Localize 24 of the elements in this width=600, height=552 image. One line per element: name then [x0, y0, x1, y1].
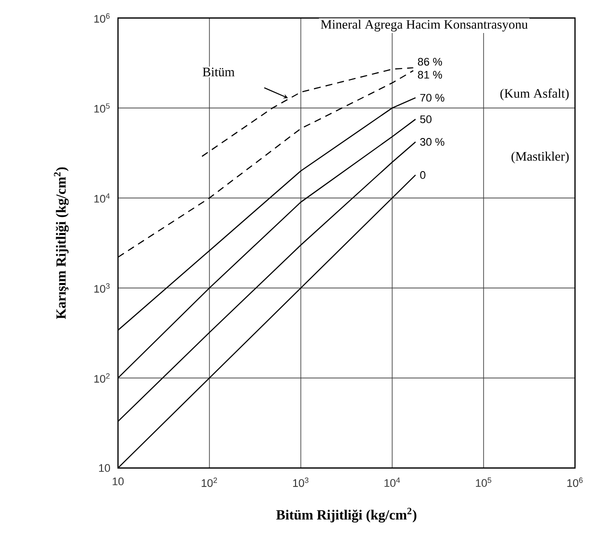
x-tick-label: 10$^{5}$ [476, 478, 492, 487]
series-label: 0 [420, 171, 426, 179]
y-tick-label: 10$^{6}$ [94, 13, 110, 23]
y-tick-label: 10 [99, 464, 110, 472]
legend-title: Mineral Agrega Hacim Konsantrasyonu [320, 20, 528, 32]
x-tick-label: 10 [112, 478, 124, 486]
x-tick-label: 10$^{3}$ [293, 478, 308, 487]
series-label: 50 [420, 115, 432, 124]
annotation: (Kum Asfalt) [500, 88, 569, 100]
x-tick-label: 10$^{2}$ [202, 478, 217, 487]
y-tick-label: 10$^{5}$ [94, 103, 110, 113]
series-label: 86 % [418, 58, 442, 66]
x-tick-label: 10$^{4}$ [384, 478, 400, 487]
x-tick-label: 10$^{6}$ [567, 478, 583, 487]
annotation: Bitüm [202, 68, 235, 76]
y-tick-label: 10$^{3}$ [94, 283, 110, 293]
series-label: 81 % [418, 70, 442, 79]
y-tick-label: 10$^{4}$ [94, 193, 110, 203]
y-tick-label: 10$^{2}$ [94, 373, 110, 383]
series-label: 70 % [420, 94, 444, 102]
x-axis-title: Bitüm Rijitliği (kg/cm$^{2}$) [276, 508, 416, 523]
annotation: (Mastikler) [512, 152, 569, 164]
series-label: 30 % [420, 138, 444, 146]
y-axis-title: Karışım Rijitliği (kg/cm$^{2}$) [54, 167, 69, 320]
